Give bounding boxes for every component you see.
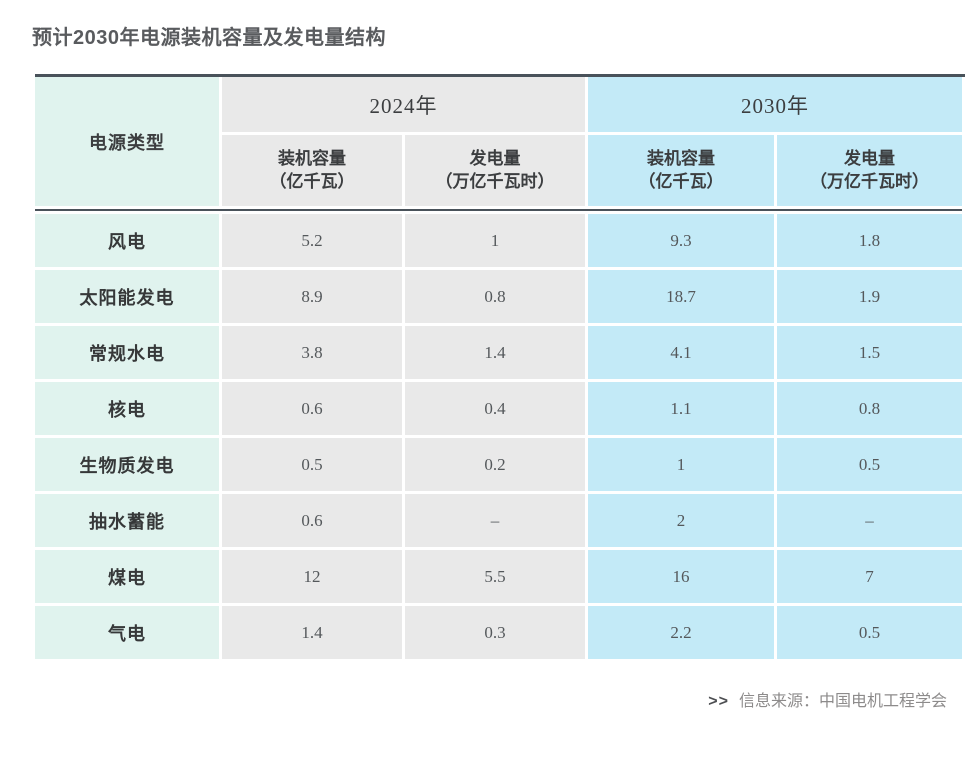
cell-coal-2030-generation: 7 (777, 550, 962, 603)
cell-hydro-2030-generation: 1.5 (777, 326, 962, 379)
column-header-2024-generation: 发电量 （万亿千瓦时） (405, 135, 585, 206)
source-chevrons-icon: >> (708, 693, 729, 710)
cell-hydro-2030-capacity: 4.1 (588, 326, 774, 379)
column-header-2024-capacity: 装机容量 （亿千瓦） (222, 135, 402, 206)
column-header-power-type: 电源类型 (35, 77, 219, 206)
row-label-biomass: 生物质发电 (35, 438, 219, 491)
cell-gas-2030-generation: 0.5 (777, 606, 962, 659)
group-header-2024: 2024年 (222, 77, 585, 132)
cell-nuclear-2030-generation: 0.8 (777, 382, 962, 435)
page-title: 预计2030年电源装机容量及发电量结构 (32, 27, 386, 49)
column-header-unit: （万亿千瓦时） (810, 171, 929, 191)
column-header-label: 发电量 (844, 148, 895, 168)
cell-gas-2030-capacity: 2.2 (588, 606, 774, 659)
column-header-unit: （亿千瓦） (269, 171, 355, 191)
cell-hydro-2024-generation: 1.4 (405, 326, 585, 379)
column-header-label: 发电量 (469, 148, 521, 168)
source-credit: >> 信息来源：中国电机工程学会 (35, 687, 965, 711)
column-header-2030-generation: 发电量 （万亿千瓦时） (777, 135, 962, 206)
source-text: 信息来源：中国电机工程学会 (738, 693, 947, 710)
cell-wind-2030-capacity: 9.3 (588, 214, 774, 267)
cell-pumped-storage-2030-generation: – (777, 494, 962, 547)
cell-coal-2024-generation: 5.5 (405, 550, 585, 603)
cell-wind-2024-capacity: 5.2 (222, 214, 402, 267)
row-label-wind: 风电 (35, 214, 219, 267)
column-header-unit: （亿千瓦） (638, 171, 724, 191)
row-label-nuclear: 核电 (35, 382, 219, 435)
cell-coal-2030-capacity: 16 (588, 550, 774, 603)
cell-wind-2030-generation: 1.8 (777, 214, 962, 267)
row-label-coal: 煤电 (35, 550, 219, 603)
header-body-divider (35, 209, 962, 211)
capacity-generation-table: 电源类型 2024年 2030年 装机容量 （亿千瓦） 发电量 （万亿千瓦时） … (35, 74, 965, 659)
cell-gas-2024-capacity: 1.4 (222, 606, 402, 659)
cell-nuclear-2030-capacity: 1.1 (588, 382, 774, 435)
cell-wind-2024-generation: 1 (405, 214, 585, 267)
column-header-2030-capacity: 装机容量 （亿千瓦） (588, 135, 774, 206)
row-label-solar: 太阳能发电 (35, 270, 219, 323)
group-header-2030: 2030年 (588, 77, 962, 132)
cell-solar-2024-generation: 0.8 (405, 270, 585, 323)
cell-solar-2030-generation: 1.9 (777, 270, 962, 323)
cell-nuclear-2024-capacity: 0.6 (222, 382, 402, 435)
column-header-label: 装机容量 (278, 148, 346, 168)
cell-solar-2030-capacity: 18.7 (588, 270, 774, 323)
cell-biomass-2030-capacity: 1 (588, 438, 774, 491)
cell-gas-2024-generation: 0.3 (405, 606, 585, 659)
cell-coal-2024-capacity: 12 (222, 550, 402, 603)
cell-biomass-2024-generation: 0.2 (405, 438, 585, 491)
cell-pumped-storage-2030-capacity: 2 (588, 494, 774, 547)
column-header-label: 装机容量 (647, 148, 715, 168)
cell-pumped-storage-2024-capacity: 0.6 (222, 494, 402, 547)
column-header-unit: （万亿千瓦时） (435, 171, 555, 191)
row-label-gas: 气电 (35, 606, 219, 659)
cell-biomass-2030-generation: 0.5 (777, 438, 962, 491)
cell-nuclear-2024-generation: 0.4 (405, 382, 585, 435)
cell-hydro-2024-capacity: 3.8 (222, 326, 402, 379)
row-label-hydro: 常规水电 (35, 326, 219, 379)
row-label-pumped-storage: 抽水蓄能 (35, 494, 219, 547)
cell-pumped-storage-2024-generation: – (405, 494, 585, 547)
cell-solar-2024-capacity: 8.9 (222, 270, 402, 323)
cell-biomass-2024-capacity: 0.5 (222, 438, 402, 491)
